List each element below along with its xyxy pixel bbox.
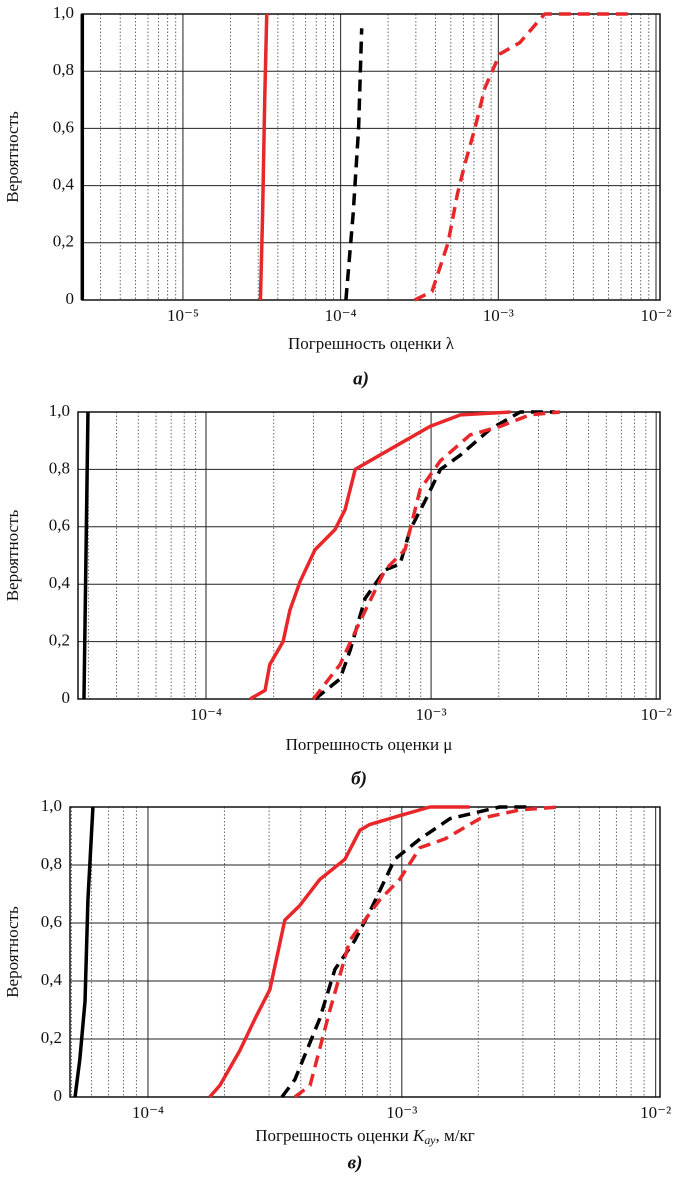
y-tick-label: 0	[54, 1086, 63, 1105]
x-axis-label-part: Погрешность оценки	[255, 1126, 413, 1145]
x-axis-label: Погрешность оценки Kау, м/кг	[255, 1126, 474, 1147]
y-tick-label: 1,0	[53, 3, 74, 22]
x-tick-label: 10⁻²	[640, 1103, 671, 1122]
y-tick-label: 0,6	[41, 912, 62, 931]
x-tick-label: 10⁻³	[483, 306, 514, 325]
x-tick-label: 10⁻⁴	[190, 705, 222, 724]
y-tick-label: 0	[66, 289, 75, 308]
series-line	[293, 805, 560, 1099]
series-line	[344, 28, 364, 301]
series-line	[249, 410, 511, 701]
x-tick-label: 10⁻⁴	[325, 306, 357, 325]
y-tick-label: 1,0	[49, 401, 70, 420]
panel: 10⁻⁴ 10⁻³ 10⁻² 0 0,2 0,4 0,6 0,8 1,0 Вероятность П…	[3, 796, 671, 1173]
series-line	[82, 411, 90, 700]
x-axis-label: Погрешность оценки μ	[286, 735, 453, 754]
x-tick-label: 10⁻²	[641, 705, 672, 724]
y-tick-label: 1,0	[41, 796, 62, 815]
y-tick-label: 0,8	[49, 458, 70, 477]
plot-frame	[69, 806, 661, 1098]
y-tick-label: 0,2	[41, 1028, 62, 1047]
series-line	[313, 410, 556, 701]
y-tick-label: 0,2	[49, 631, 70, 650]
y-tick-label: 0,4	[41, 970, 63, 989]
series-line	[73, 806, 95, 1098]
x-tick-label: 10⁻⁵	[167, 306, 199, 325]
y-tick-label: 0,6	[53, 117, 74, 136]
series-line	[280, 805, 530, 1099]
x-tick-label: 10⁻⁴	[132, 1103, 164, 1122]
x-axis-label-part: , м/кг	[436, 1126, 475, 1145]
series-line	[208, 805, 470, 1099]
y-tick-label: 0	[62, 688, 71, 707]
y-tick-label: 0,6	[49, 516, 70, 535]
panel-caption: а)	[353, 368, 369, 389]
plot-frame	[77, 411, 661, 700]
y-tick-label: 0,8	[41, 854, 62, 873]
panel: 10⁻⁴ 10⁻³ 10⁻² 0 0,2 0,4 0,6 0,8 1,0 Вероятность П…	[3, 401, 672, 789]
x-tick-label: 10⁻³	[416, 705, 447, 724]
panel-caption: в)	[348, 1152, 363, 1173]
x-tick-label: 10⁻³	[386, 1103, 417, 1122]
series-line	[258, 13, 269, 301]
y-axis-label: Вероятность	[3, 509, 22, 601]
y-tick-label: 0,2	[53, 232, 74, 251]
series-line	[413, 12, 630, 302]
panel-caption: б)	[351, 768, 367, 789]
x-axis-label: Погрешность оценки λ	[288, 334, 455, 353]
x-axis-label-part: ау	[424, 1133, 436, 1147]
y-axis-label: Вероятность	[3, 906, 22, 998]
panel: 10⁻⁵ 10⁻⁴ 10⁻³ 10⁻² 0 0,2 0,4 0,6 0,8 1,0 Вероятно…	[3, 3, 672, 389]
y-tick-label: 0,4	[49, 573, 71, 592]
y-tick-label: 0,4	[53, 175, 75, 194]
y-tick-label: 0,8	[53, 60, 74, 79]
y-axis-label: Вероятность	[3, 111, 22, 203]
x-tick-label: 10⁻²	[640, 306, 671, 325]
x-axis-label-part: K	[412, 1126, 426, 1145]
series-line	[312, 410, 561, 701]
